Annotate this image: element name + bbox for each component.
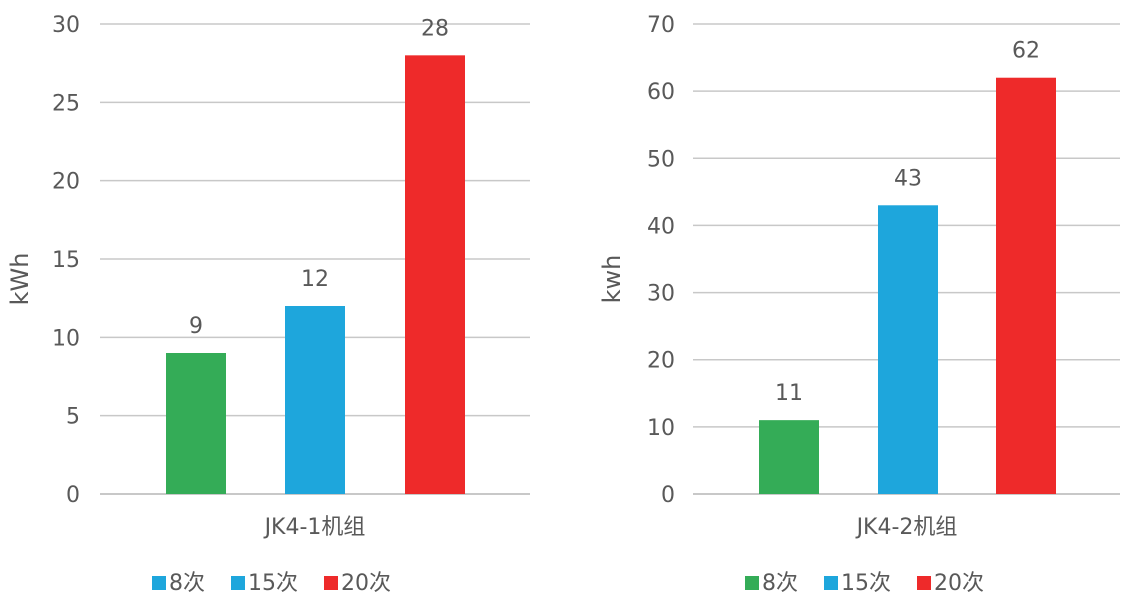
undefined bbox=[759, 420, 819, 494]
legend-label: 8次 bbox=[169, 571, 205, 596]
y-tick-label: 60 bbox=[647, 80, 675, 105]
y-tick-label: 25 bbox=[52, 91, 80, 116]
data-label: 43 bbox=[894, 166, 922, 191]
data-label: 9 bbox=[189, 314, 203, 339]
x-category-label: JK4-2机组 bbox=[855, 515, 958, 540]
y-tick-label: 30 bbox=[647, 282, 675, 307]
undefined bbox=[405, 55, 465, 494]
y-tick-label: 0 bbox=[661, 483, 675, 508]
legend-label: 20次 bbox=[934, 571, 984, 596]
undefined bbox=[878, 205, 938, 495]
y-axis-label: kWh bbox=[6, 253, 34, 306]
data-label: 11 bbox=[775, 381, 803, 406]
y-axis-label: kwh bbox=[598, 255, 626, 304]
legend: 8次 15次 20次 bbox=[745, 571, 984, 596]
legend-label: 15次 bbox=[841, 571, 891, 596]
x-category-label: JK4-1机组 bbox=[263, 515, 366, 540]
data-label: 62 bbox=[1012, 39, 1040, 64]
y-tick-label: 0 bbox=[66, 483, 80, 508]
undefined bbox=[166, 353, 226, 494]
data-label: 12 bbox=[301, 267, 329, 292]
y-tick-label: 40 bbox=[647, 214, 675, 239]
undefined bbox=[152, 576, 166, 590]
y-tick-label: 15 bbox=[52, 248, 80, 273]
y-tick-label: 70 bbox=[647, 13, 675, 38]
undefined bbox=[996, 77, 1056, 494]
legend-label: 20次 bbox=[341, 571, 391, 596]
legend-label: 8次 bbox=[762, 571, 798, 596]
y-tick-label: 10 bbox=[647, 416, 675, 441]
undefined bbox=[285, 306, 345, 494]
y-tick-label: 20 bbox=[52, 170, 80, 195]
chart-panel-1: 0 5 10 15 20 25 30 kWh 9 12 28 JK4-1机组 8次 15次 20次 bbox=[6, 13, 530, 596]
y-tick-label: 30 bbox=[52, 13, 80, 38]
undefined bbox=[917, 576, 931, 590]
legend: 8次 15次 20次 bbox=[152, 571, 391, 596]
undefined bbox=[824, 576, 838, 590]
chart-panel-2: 0 10 20 30 40 50 60 70 kwh 11 43 62 JK4-2机组 8次 15次 20次 bbox=[598, 13, 1120, 596]
undefined bbox=[745, 576, 759, 590]
y-tick-label: 50 bbox=[647, 147, 675, 172]
y-tick-label: 20 bbox=[647, 349, 675, 374]
undefined bbox=[324, 576, 338, 590]
data-label: 28 bbox=[421, 16, 449, 41]
y-tick-label: 10 bbox=[52, 326, 80, 351]
undefined bbox=[231, 576, 245, 590]
legend-label: 15次 bbox=[248, 571, 298, 596]
y-tick-label: 5 bbox=[66, 405, 80, 430]
